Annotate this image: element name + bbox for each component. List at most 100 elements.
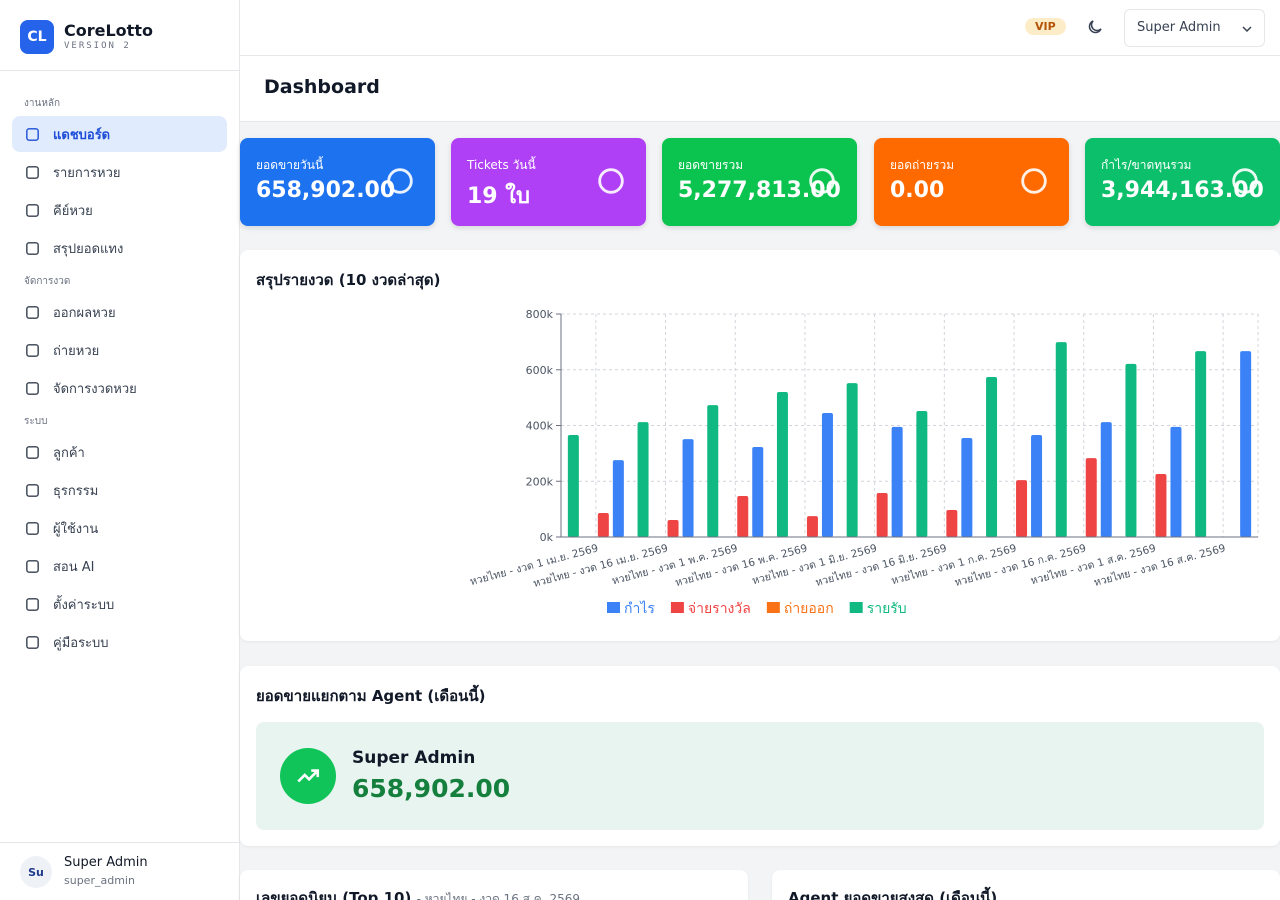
- nav-section: งานหลัก: [24, 98, 61, 109]
- brand: CoreLotto: [64, 21, 153, 40]
- bar: [891, 426, 903, 537]
- nav-icon: [26, 165, 39, 179]
- nav-label: สอน AI: [53, 559, 95, 575]
- nav-label: ตั้งค่าระบบ: [53, 597, 115, 613]
- theme-toggle[interactable]: [1086, 18, 1104, 36]
- vip-badge: VIP: [1025, 18, 1066, 35]
- agent-name: Super Admin: [352, 748, 476, 768]
- icon-shape: [26, 241, 39, 255]
- bar: [667, 519, 679, 537]
- bar: [821, 412, 833, 537]
- legend-label: ถ่ายออก: [784, 601, 834, 617]
- nav-icon: [26, 305, 39, 319]
- icon-shape: [26, 559, 39, 573]
- top-numbers-panel: เลขยอดนิยม (Top 10) - หวยไทย - งวด 16 ส.…: [240, 870, 748, 900]
- stat-label: ยอดถ่ายรวม: [890, 158, 955, 172]
- bar: [637, 422, 649, 537]
- user-name: Super Admin: [64, 855, 148, 870]
- icon-shape: [26, 343, 39, 357]
- bar: [876, 492, 888, 537]
- icon-shape: [26, 597, 39, 611]
- nav-icon: [26, 445, 39, 459]
- bar: [1085, 458, 1097, 537]
- user-login: super_admin: [64, 874, 135, 887]
- nav-item[interactable]: แดชบอร์ด: [12, 116, 227, 152]
- chevron: [1242, 26, 1252, 33]
- icon-shape: [26, 127, 39, 141]
- legend-swatch: [766, 602, 780, 613]
- icon-shape: [598, 168, 624, 194]
- version: VERSION 2: [64, 41, 131, 51]
- bar: [737, 496, 749, 537]
- icon-shape: [26, 165, 39, 179]
- nav-label: ออกผลหวย: [53, 305, 116, 321]
- legend-item[interactable]: ถ่ายออก: [766, 601, 834, 617]
- nav-label: คู่มือระบบ: [53, 635, 109, 651]
- nav-icon: [26, 597, 39, 611]
- stat-icon: [387, 168, 413, 194]
- bar: [986, 376, 998, 537]
- bar: [946, 509, 958, 537]
- bar: [752, 446, 764, 537]
- nav-label: จัดการงวดหวย: [53, 381, 137, 397]
- icon-shape: [26, 521, 39, 535]
- legend-item[interactable]: รายรับ: [849, 601, 907, 617]
- y-tick-label: 600k: [526, 364, 554, 377]
- nav-item[interactable]: ตั้งค่าระบบ: [12, 586, 227, 622]
- nav-label: ผู้ใช้งาน: [53, 521, 99, 537]
- chart-title: สรุปรายงวด (10 งวดล่าสุด): [256, 271, 441, 289]
- chart-panel: สรุปรายงวด (10 งวดล่าสุด) 0k 200k 400k 600k…: [240, 250, 1280, 641]
- nav-item[interactable]: ผู้ใช้งาน: [12, 510, 227, 546]
- top-numbers-title: เลขยอดนิยม (Top 10) - หวยไทย - งวด 16 ส.…: [256, 886, 580, 900]
- nav-item[interactable]: คีย์หวย: [12, 192, 227, 228]
- nav-item[interactable]: สรุปยอดแทง: [12, 230, 227, 266]
- stat-label: ยอดขายวันนี้: [256, 158, 324, 172]
- nav-section: จัดการงวด: [24, 276, 71, 287]
- nav-label: ถ่ายหวย: [53, 343, 100, 359]
- bar: [1155, 474, 1167, 537]
- stat-card: ยอดขายรวม 5,277,813.00: [662, 138, 857, 226]
- y-tick-label: 0k: [540, 531, 554, 544]
- legend-label: กำไร: [624, 600, 655, 617]
- nav-item[interactable]: ธุรกรรม: [12, 472, 227, 508]
- nav-item[interactable]: สอน AI: [12, 548, 227, 584]
- nav-icon: [26, 483, 39, 497]
- agent-panel: ยอดขายแยกตาม Agent (เดือนนี้) Super Admi…: [240, 666, 1280, 846]
- bar: [1195, 351, 1207, 537]
- nav-item[interactable]: ถ่ายหวย: [12, 332, 227, 368]
- stat-card: ยอดถ่ายรวม 0.00: [874, 138, 1069, 226]
- bar: [707, 405, 719, 537]
- user-menu-label: Super Admin: [1137, 20, 1221, 35]
- icon-shape: [26, 203, 39, 217]
- nav-item[interactable]: ลูกค้า: [12, 434, 227, 470]
- bar: [1016, 480, 1028, 537]
- bar: [612, 460, 624, 537]
- bar: [776, 392, 788, 537]
- legend-item[interactable]: กำไร: [607, 600, 655, 617]
- stat-label: ยอดขายรวม: [678, 158, 744, 172]
- bar: [846, 383, 858, 537]
- nav-icon: [26, 203, 39, 217]
- nav-item[interactable]: ออกผลหวย: [12, 294, 227, 330]
- user-menu[interactable]: Super Admin: [1124, 9, 1265, 47]
- bar: [567, 434, 579, 537]
- stat-icon: [1021, 168, 1047, 194]
- legend-swatch: [607, 602, 620, 613]
- stat-card: กำไร/ขาดทุนรวม 3,944,163.00: [1085, 138, 1280, 226]
- nav-item[interactable]: จัดการงวดหวย: [12, 370, 227, 406]
- stat-value: 19 ใบ: [467, 184, 530, 209]
- nav-label: สรุปยอดแทง: [53, 241, 124, 257]
- nav-icon: [26, 635, 39, 649]
- y-tick-label: 800k: [526, 308, 554, 321]
- agent-icon: [280, 748, 336, 804]
- avatar: Su: [20, 856, 52, 888]
- nav-item[interactable]: คู่มือระบบ: [12, 624, 227, 660]
- legend-item[interactable]: จ่ายรางวัล: [670, 601, 751, 617]
- icon-shape: [26, 635, 39, 649]
- sidebar-user[interactable]: Su Super Admin super_admin: [0, 842, 239, 900]
- stat-label: Tickets วันนี้: [467, 158, 536, 172]
- logo[interactable]: CL: [20, 20, 54, 54]
- nav-item[interactable]: รายการหวย: [12, 154, 227, 190]
